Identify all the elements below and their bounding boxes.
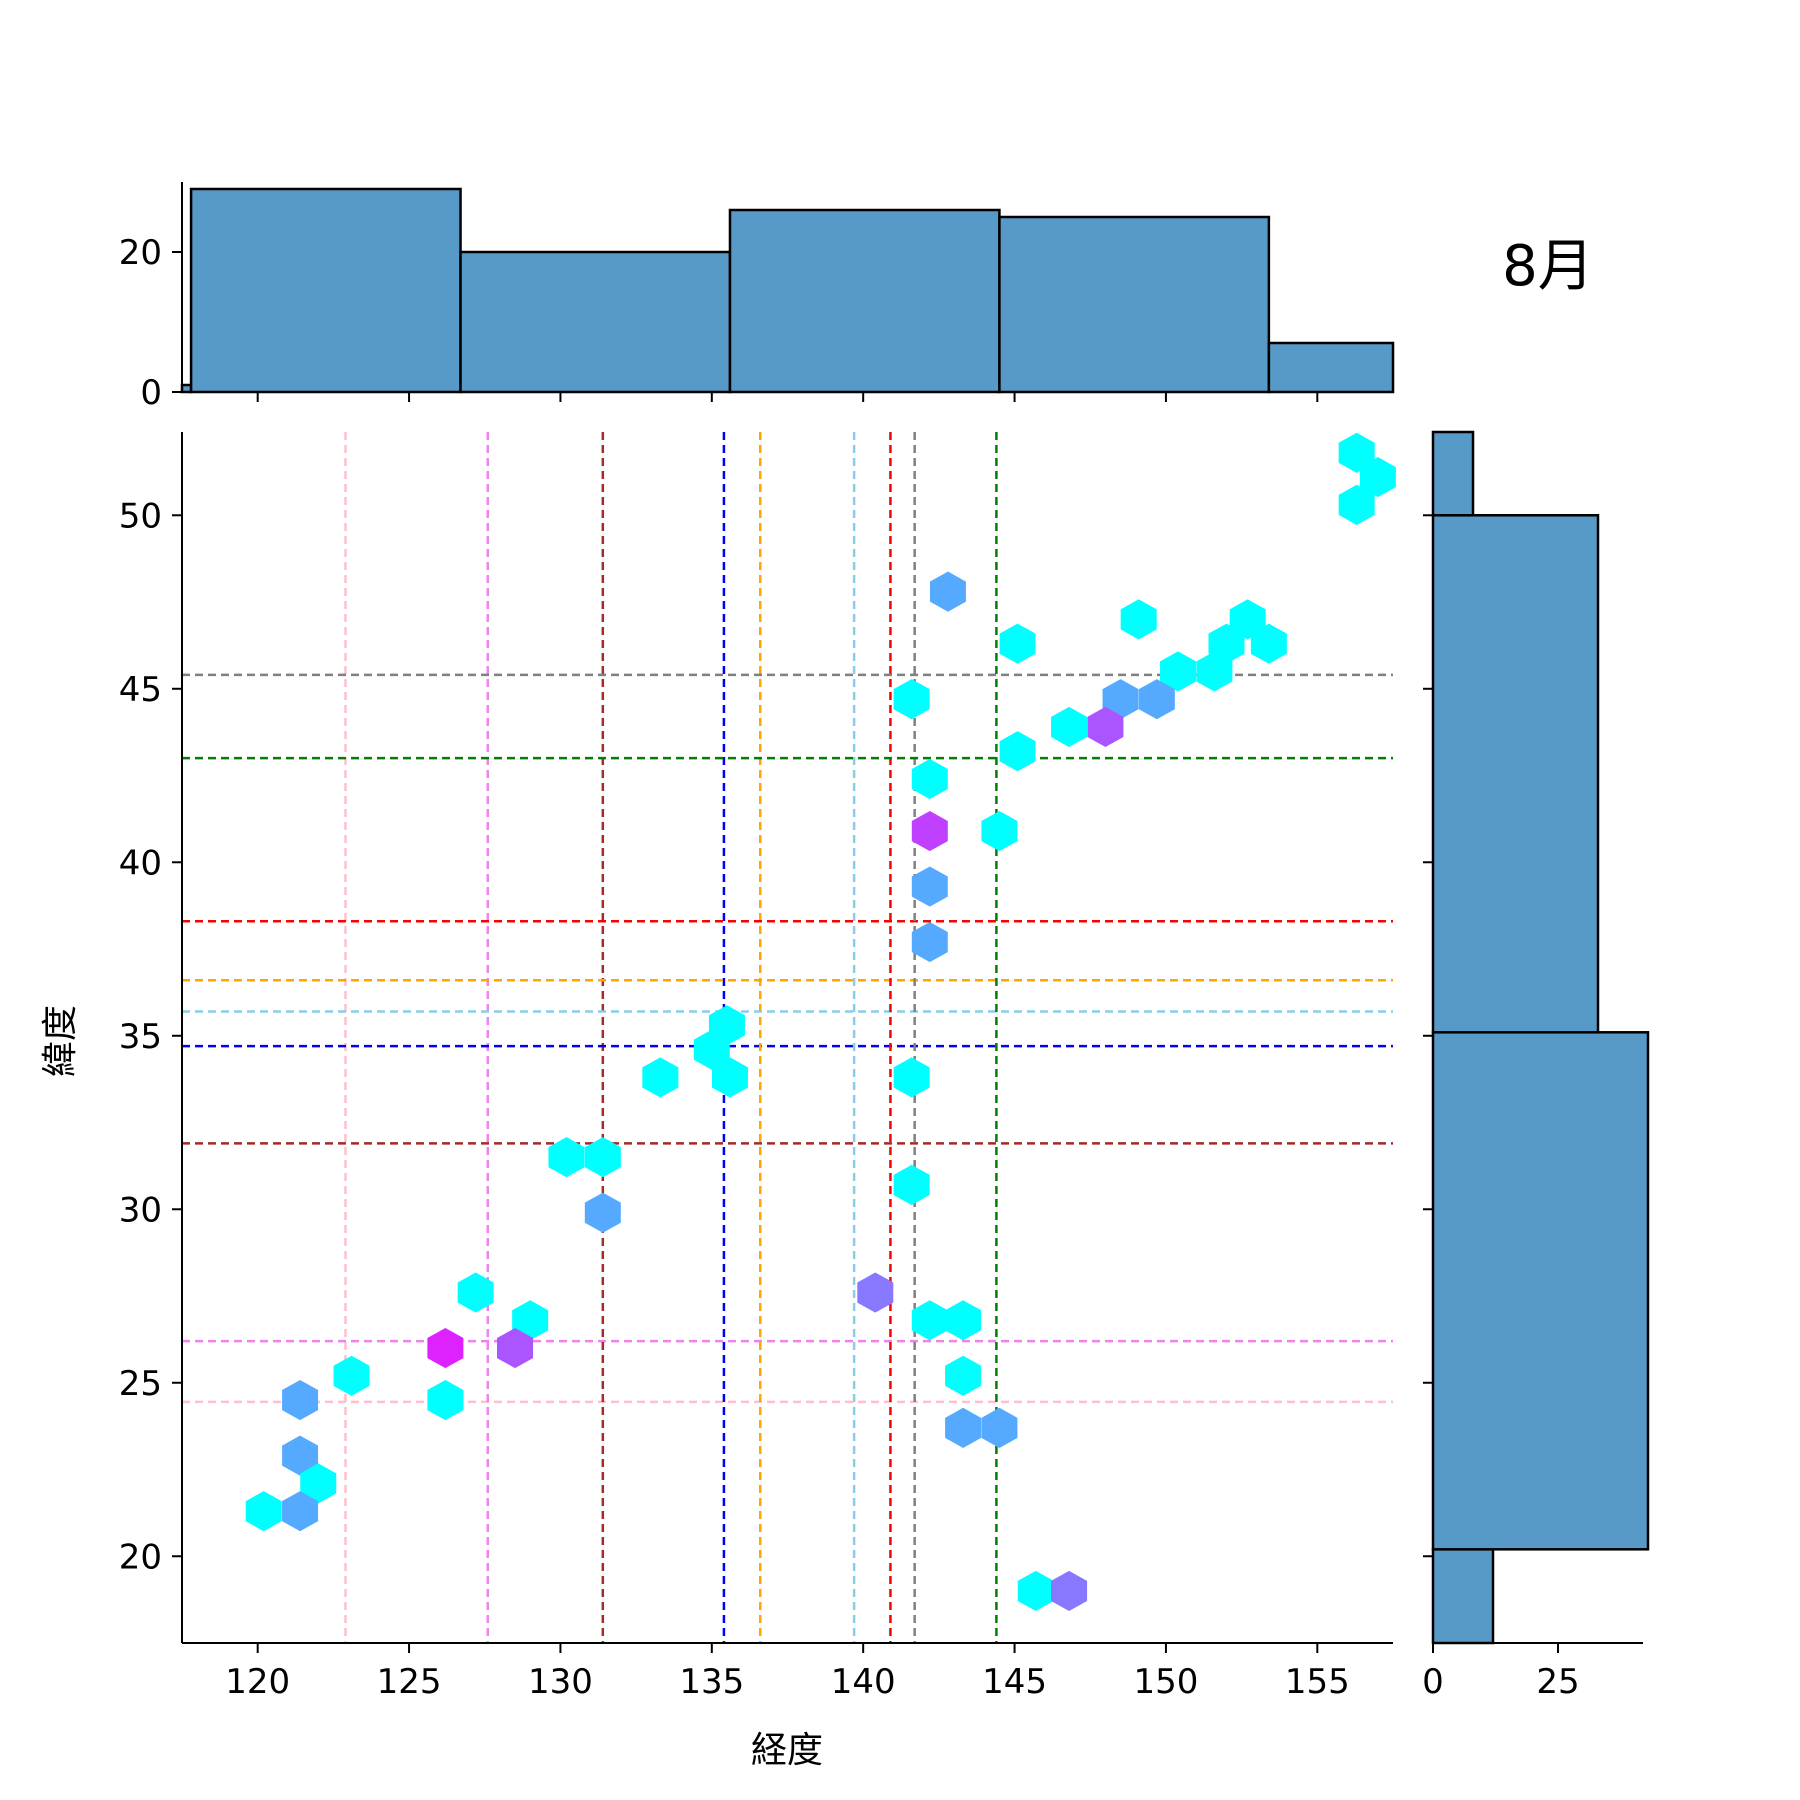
hexbin-cell	[893, 1164, 930, 1206]
hexbin-cell	[711, 1057, 748, 1098]
hexbin-cell	[584, 1137, 621, 1178]
x-tick-label: 120	[225, 1662, 290, 1702]
top-histogram-bar	[459, 250, 732, 394]
hexbin-cell	[945, 1355, 982, 1396]
hexbin-cells	[245, 432, 1396, 1612]
y-tick-label: 20	[119, 1537, 162, 1577]
top-histogram-bar	[1267, 341, 1395, 394]
x-axis-label: 経度	[751, 1730, 823, 1771]
hexbin-cell	[333, 1355, 370, 1396]
hexbin-cell	[1229, 599, 1266, 640]
hexbin-cell	[693, 1029, 730, 1070]
x-tick-label: 135	[679, 1662, 744, 1702]
y-tick-label: 40	[119, 843, 162, 883]
hexbin-cell	[1338, 432, 1375, 473]
hexbin-cell	[893, 679, 930, 720]
hexbin-cell	[548, 1137, 585, 1178]
hexbin-cell	[893, 1057, 930, 1098]
hexbin-cell	[911, 922, 948, 963]
top-hist-y-tick-label: 20	[119, 233, 162, 273]
y-tick-label: 30	[119, 1190, 162, 1230]
right-hist-x-tick-label: 25	[1536, 1662, 1579, 1702]
right-histogram-bar	[1431, 1031, 1650, 1551]
y-tick-label: 25	[119, 1364, 162, 1404]
hexbin-cell	[911, 758, 948, 800]
top-histogram-bar	[180, 383, 193, 394]
hexbin-cell	[282, 1380, 319, 1421]
hexbin-cell	[857, 1272, 894, 1313]
hexbin-cell	[999, 623, 1036, 664]
hexbin-cell	[1017, 1570, 1054, 1612]
x-tick-label: 145	[982, 1662, 1047, 1702]
x-tick-label: 125	[377, 1662, 442, 1702]
hexbin-cell	[911, 810, 948, 852]
hexbin-cell	[945, 1407, 982, 1448]
x-tick-label: 150	[1133, 1662, 1198, 1702]
top-histogram-bar	[189, 187, 462, 394]
right-histogram	[1431, 430, 1650, 1645]
top-histogram-bar	[728, 208, 1001, 394]
hexbin-cell	[981, 1407, 1018, 1448]
chart-title: 8月	[1502, 234, 1594, 299]
hexbin-cell	[584, 1192, 621, 1233]
hexbin-cell	[300, 1463, 337, 1504]
reference-lines	[182, 432, 1393, 1643]
right-histogram-bar	[1431, 1548, 1495, 1645]
x-tick-label: 140	[831, 1662, 896, 1702]
x-tick-label: 155	[1285, 1662, 1350, 1702]
y-tick-label: 45	[119, 670, 162, 710]
hexbin-cell	[945, 1300, 982, 1341]
hexbin-cell	[981, 810, 1018, 852]
right-histogram-bar	[1431, 514, 1600, 1034]
right-histogram-bar	[1431, 430, 1475, 517]
hexbin-cell	[457, 1272, 494, 1313]
hexbin-cell	[1196, 651, 1233, 692]
hexbin-cell	[427, 1327, 464, 1369]
hexbin-cell	[282, 1435, 319, 1476]
hexbin-cell	[999, 731, 1036, 772]
hexbin-cell	[1138, 679, 1175, 720]
hexbin-plot-area	[182, 432, 1396, 1643]
hexbin-cell	[427, 1380, 464, 1421]
top-hist-y-tick-label: 0	[140, 373, 162, 413]
y-tick-label: 35	[119, 1017, 162, 1057]
hexbin-cell	[1051, 1570, 1088, 1612]
x-tick-label: 130	[528, 1662, 593, 1702]
hexbin-cell	[1359, 457, 1396, 498]
hexbin-cell	[1160, 651, 1197, 692]
hexbin-cell	[1120, 599, 1157, 640]
hexbin-cell	[911, 1300, 948, 1341]
hexbin-cell	[245, 1491, 282, 1532]
hexbin-cell	[497, 1327, 534, 1369]
hexbin-cell	[1051, 706, 1088, 748]
axes: 120 125 130 135 140 145 150 155 20 25 30 35 40 45 50 0 2…	[119, 182, 1643, 1702]
top-histogram-bar	[998, 215, 1271, 394]
hexbin-cell	[1338, 484, 1375, 525]
right-hist-x-tick-label: 0	[1422, 1662, 1444, 1702]
hexbin-cell	[282, 1491, 319, 1532]
hexbin-cell	[642, 1057, 679, 1098]
hexbin-cell	[911, 866, 948, 907]
y-axis-label: 緯度	[40, 1005, 81, 1077]
y-tick-label: 50	[119, 496, 162, 536]
hexbin-cell	[929, 571, 966, 612]
hexbin-cell	[1087, 706, 1124, 748]
hexbin-cell	[1250, 623, 1287, 664]
top-histogram	[180, 187, 1395, 394]
